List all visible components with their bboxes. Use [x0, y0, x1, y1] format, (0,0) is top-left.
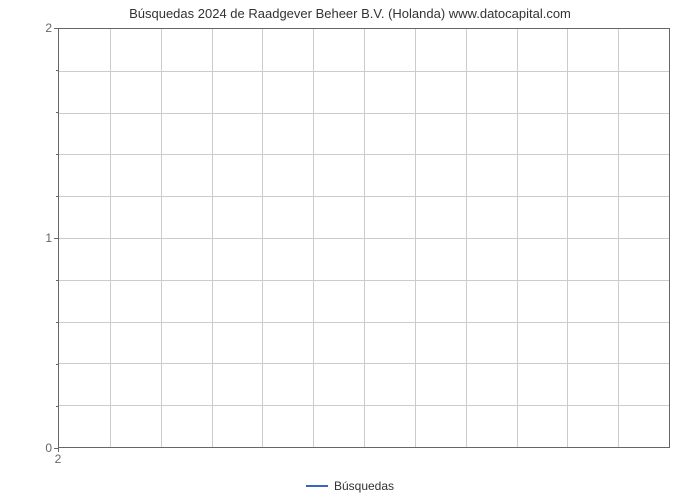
y-tick-label: 1: [22, 231, 52, 245]
grid-line-v: [517, 29, 518, 447]
legend-line-icon: [306, 485, 328, 487]
grid-line-v: [364, 29, 365, 447]
grid-line-v: [466, 29, 467, 447]
grid-line-v: [110, 29, 111, 447]
grid-line-v: [313, 29, 314, 447]
grid-line-v: [618, 29, 619, 447]
grid-line-v: [415, 29, 416, 447]
y-minor-tick: [56, 196, 58, 197]
plot-area: [58, 28, 670, 448]
y-tick-label: 2: [22, 21, 52, 35]
y-minor-tick: [56, 112, 58, 113]
grid-line-v: [262, 29, 263, 447]
y-tick-label: 0: [22, 441, 52, 455]
grid-line-v: [161, 29, 162, 447]
y-minor-tick: [56, 154, 58, 155]
y-minor-tick: [56, 406, 58, 407]
chart-container: Búsquedas 2024 de Raadgever Beheer B.V. …: [0, 0, 700, 500]
y-minor-tick: [56, 280, 58, 281]
x-tick-label: 2: [55, 452, 62, 466]
y-minor-tick: [56, 364, 58, 365]
y-minor-tick: [56, 70, 58, 71]
y-minor-tick: [56, 322, 58, 323]
legend: Búsquedas: [0, 478, 700, 493]
y-tick-mark: [54, 238, 58, 239]
grid-line-v: [567, 29, 568, 447]
y-tick-mark: [54, 28, 58, 29]
grid-line-v: [212, 29, 213, 447]
legend-label: Búsquedas: [334, 479, 394, 493]
chart-title: Búsquedas 2024 de Raadgever Beheer B.V. …: [0, 6, 700, 21]
